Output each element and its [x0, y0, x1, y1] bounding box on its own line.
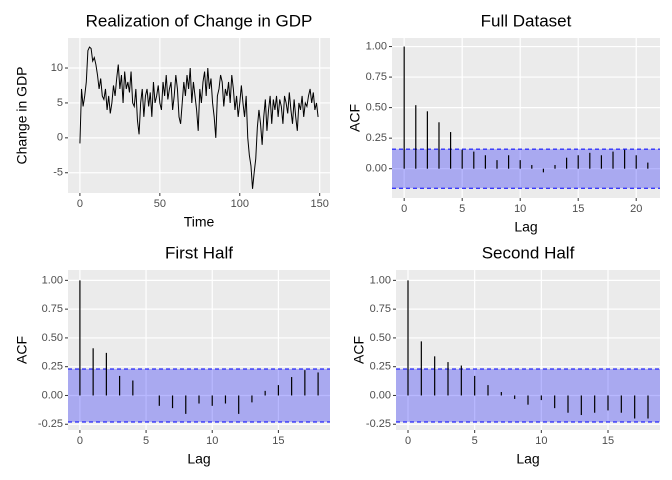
y-tick-label: 5	[57, 97, 63, 109]
y-tick-label: 0	[57, 132, 63, 144]
y-axis-title: ACF	[14, 336, 30, 364]
x-tick-label: 5	[459, 203, 465, 215]
chart-title: Second Half	[482, 243, 575, 262]
x-tick-label: 50	[154, 198, 166, 210]
x-tick-label: 10	[206, 435, 218, 447]
x-axis-title: Time	[184, 214, 215, 230]
x-tick-label: 0	[405, 435, 411, 447]
x-tick-label: 15	[602, 435, 614, 447]
x-tick-label: 100	[231, 198, 249, 210]
x-tick-label: 15	[272, 435, 284, 447]
y-tick-label: 0.50	[366, 102, 387, 114]
x-tick-label: 10	[514, 203, 526, 215]
x-axis-title: Lag	[516, 451, 539, 467]
y-tick-label: 0.75	[366, 71, 387, 83]
y-tick-label: 0.50	[370, 332, 391, 344]
y-tick-label: -0.25	[38, 418, 63, 430]
x-tick-label: 15	[572, 203, 584, 215]
x-tick-label: 20	[630, 203, 642, 215]
y-tick-label: 0.25	[42, 361, 63, 373]
y-axis-title: ACF	[347, 104, 363, 132]
y-tick-label: 0.00	[370, 389, 391, 401]
x-tick-label: 10	[535, 435, 547, 447]
x-tick-label: 0	[77, 198, 83, 210]
x-tick-label: 5	[472, 435, 478, 447]
y-axis-title: Change in GDP	[14, 66, 30, 164]
data-line	[79, 46, 319, 189]
y-tick-label: 1.00	[366, 40, 387, 52]
chart-title: Full Dataset	[481, 11, 572, 30]
x-axis-title: Lag	[514, 219, 537, 235]
x-tick-label: 150	[311, 198, 329, 210]
y-tick-label: 1.00	[370, 274, 391, 286]
chart-title: Realization of Change in GDP	[86, 11, 313, 30]
y-tick-label: 10	[51, 62, 63, 74]
y-tick-label: 0.25	[366, 132, 387, 144]
x-axis-title: Lag	[187, 451, 210, 467]
y-tick-label: 0.25	[370, 361, 391, 373]
confidence-band	[392, 149, 660, 189]
x-tick-label: 0	[77, 435, 83, 447]
y-tick-label: 0.50	[42, 332, 63, 344]
x-tick-label: 0	[401, 203, 407, 215]
chart-title: First Half	[165, 243, 233, 262]
y-tick-label: 1.00	[42, 274, 63, 286]
x-tick-label: 5	[143, 435, 149, 447]
y-axis-title: ACF	[351, 336, 367, 364]
y-tick-label: 0.75	[370, 303, 391, 315]
y-tick-label: -0.25	[366, 418, 391, 430]
plot-background	[392, 38, 660, 198]
y-tick-label: 0.75	[42, 303, 63, 315]
y-tick-label: 0.00	[42, 389, 63, 401]
y-tick-label: -5	[53, 167, 63, 179]
y-tick-label: 0.00	[366, 163, 387, 175]
